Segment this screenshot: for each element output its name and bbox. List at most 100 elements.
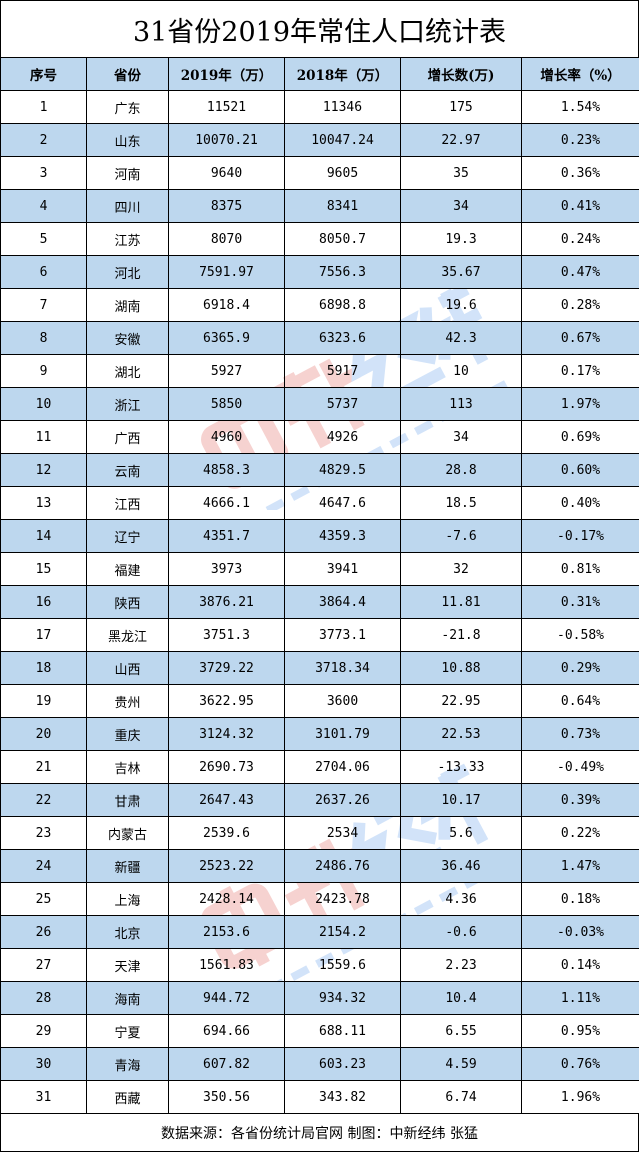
table-cell: 17 [0,618,87,652]
table-row: 22 甘肃 2647.43 2637.26 10.17 0.39% [0,783,639,817]
table-cell: 10 [400,354,522,388]
table-cell: 陕西 [86,585,169,619]
table-cell: 5.6 [400,816,522,850]
table-cell: 28 [0,981,87,1015]
table-cell: 3876.21 [168,585,285,619]
table-row: 1 广东 11521 11346 175 1.54% [0,90,639,124]
table-cell: 11.81 [400,585,522,619]
table-cell: 6365.9 [168,321,285,355]
table-cell: -0.6 [400,915,522,949]
table-cell: 广东 [86,90,169,124]
table-cell: 21 [0,750,87,784]
table-cell: 0.69% [521,420,639,454]
table-cell: 603.23 [284,1047,401,1081]
table-cell: 8050.7 [284,222,401,256]
table-cell: 22.53 [400,717,522,751]
table-cell: 上海 [86,882,169,916]
table-cell: 1561.83 [168,948,285,982]
table-cell: 12 [0,453,87,487]
table-cell: 4 [0,189,87,223]
table-cell: 29 [0,1014,87,1048]
table-cell: 42.3 [400,321,522,355]
table-row: 13 江西 4666.1 4647.6 18.5 0.40% [0,486,639,520]
table-cell: 34 [400,189,522,223]
table-cell: 4.36 [400,882,522,916]
table-cell: 26 [0,915,87,949]
table-row: 11 广西 4960 4926 34 0.69% [0,420,639,454]
table-cell: 3773.1 [284,618,401,652]
table-row: 6 河北 7591.97 7556.3 35.67 0.47% [0,255,639,289]
table-cell: 18.5 [400,486,522,520]
table-cell: -0.58% [521,618,639,652]
table-cell: 5850 [168,387,285,421]
table-row: 10 浙江 5850 5737 113 1.97% [0,387,639,421]
table-cell: 天津 [86,948,169,982]
table-cell: 0.29% [521,651,639,685]
header-row: 序号 省份 2019年（万） 2018年（万） 增长数(万) 增长率（%） [0,57,639,91]
table-cell: 3973 [168,552,285,586]
table-cell: 安徽 [86,321,169,355]
table-cell: 10070.21 [168,123,285,157]
table-cell: 河北 [86,255,169,289]
table-cell: 11346 [284,90,401,124]
column-header: 2018年（万） [284,57,401,91]
table-cell: 2534 [284,816,401,850]
table-cell: 4.59 [400,1047,522,1081]
column-header: 增长率（%） [521,57,639,91]
table-cell: 宁夏 [86,1014,169,1048]
table-cell: 2154.2 [284,915,401,949]
table-cell: 青海 [86,1047,169,1081]
table-cell: 0.14% [521,948,639,982]
table-cell: 四川 [86,189,169,223]
table-cell: 1 [0,90,87,124]
table-cell: 0.40% [521,486,639,520]
table-row: 17 黑龙江 3751.3 3773.1 -21.8 -0.58% [0,618,639,652]
table-cell: 4647.6 [284,486,401,520]
table-cell: 20 [0,717,87,751]
table-cell: 27 [0,948,87,982]
table-cell: 重庆 [86,717,169,751]
table-cell: 28.8 [400,453,522,487]
table-row: 12 云南 4858.3 4829.5 28.8 0.60% [0,453,639,487]
table-cell: 0.22% [521,816,639,850]
table-cell: 0.76% [521,1047,639,1081]
table-cell: 35.67 [400,255,522,289]
table-cell: -7.6 [400,519,522,553]
table-cell: 5927 [168,354,285,388]
table-cell: 14 [0,519,87,553]
table-cell: 0.23% [521,123,639,157]
table-cell: 海南 [86,981,169,1015]
table-cell: 江苏 [86,222,169,256]
table-cell: 350.56 [168,1080,285,1114]
table-cell: 1.97% [521,387,639,421]
table-cell: 3864.4 [284,585,401,619]
table-cell: 1.54% [521,90,639,124]
table-cell: 吉林 [86,750,169,784]
table-cell: 13 [0,486,87,520]
table-cell: 西藏 [86,1080,169,1114]
table-cell: 0.39% [521,783,639,817]
table-cell: 1559.6 [284,948,401,982]
table-cell: 4359.3 [284,519,401,553]
table-cell: 云南 [86,453,169,487]
table-cell: 2.23 [400,948,522,982]
table-cell: 4351.7 [168,519,285,553]
table-row: 9 湖北 5927 5917 10 0.17% [0,354,639,388]
table-cell: 19.3 [400,222,522,256]
table-cell: 0.64% [521,684,639,718]
table-cell: 35 [400,156,522,190]
table-row: 25 上海 2428.14 2423.78 4.36 0.18% [0,882,639,916]
table-cell: 江西 [86,486,169,520]
table-cell: 湖南 [86,288,169,322]
table-row: 23 内蒙古 2539.6 2534 5.6 0.22% [0,816,639,850]
table-cell: 3124.32 [168,717,285,751]
table-cell: 11521 [168,90,285,124]
table-cell: 22 [0,783,87,817]
population-table: 序号 省份 2019年（万） 2018年（万） 增长数(万) 增长率（%） 1 广东 1152… [0,57,639,1114]
table-cell: 10 [0,387,87,421]
table-cell: 688.11 [284,1014,401,1048]
table-cell: 0.95% [521,1014,639,1048]
table-cell: 9640 [168,156,285,190]
table-cell: 山东 [86,123,169,157]
table-row: 29 宁夏 694.66 688.11 6.55 0.95% [0,1014,639,1048]
